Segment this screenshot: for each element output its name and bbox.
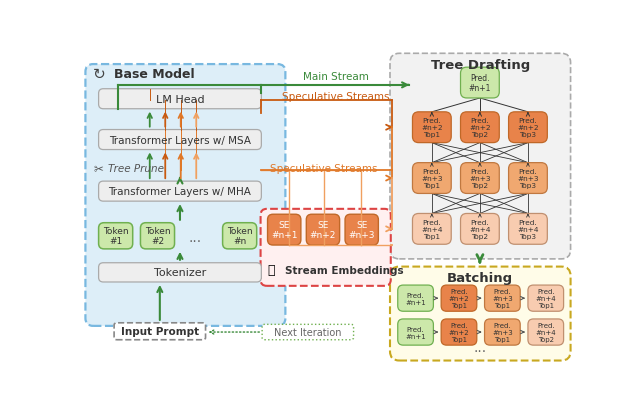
Text: ✂: ✂ bbox=[94, 162, 104, 175]
FancyBboxPatch shape bbox=[412, 163, 451, 194]
FancyBboxPatch shape bbox=[461, 68, 499, 99]
FancyBboxPatch shape bbox=[484, 285, 520, 311]
FancyBboxPatch shape bbox=[114, 323, 205, 340]
Text: Pred.
#n+3
Top2: Pred. #n+3 Top2 bbox=[469, 169, 491, 189]
Text: Pred.
#n+1: Pred. #n+1 bbox=[405, 292, 426, 305]
Text: Pred.
#n+4
Top3: Pred. #n+4 Top3 bbox=[517, 219, 539, 239]
Text: Tokenizer: Tokenizer bbox=[154, 268, 206, 278]
FancyBboxPatch shape bbox=[441, 319, 477, 345]
Text: SE
#n+1: SE #n+1 bbox=[271, 221, 298, 240]
Text: Pred.
#n+2
Top3: Pred. #n+2 Top3 bbox=[517, 118, 539, 138]
FancyBboxPatch shape bbox=[140, 223, 175, 249]
Text: Tree Prune: Tree Prune bbox=[108, 164, 164, 173]
FancyBboxPatch shape bbox=[260, 209, 391, 286]
Text: Pred.
#n+2
Top2: Pred. #n+2 Top2 bbox=[469, 118, 491, 138]
Text: Pred.
#n+4
Top2: Pred. #n+4 Top2 bbox=[469, 219, 491, 239]
FancyBboxPatch shape bbox=[509, 113, 547, 143]
FancyBboxPatch shape bbox=[461, 214, 499, 244]
Text: Batching: Batching bbox=[447, 271, 513, 284]
Text: Transformer Layers w/ MHA: Transformer Layers w/ MHA bbox=[109, 187, 252, 197]
Text: Pred.
#n+3
Top1: Pred. #n+3 Top1 bbox=[492, 322, 513, 342]
FancyBboxPatch shape bbox=[509, 163, 547, 194]
Text: Token
#2: Token #2 bbox=[145, 227, 170, 246]
FancyBboxPatch shape bbox=[345, 215, 378, 245]
Text: Speculative Streams: Speculative Streams bbox=[270, 164, 378, 173]
Text: Pred.
#n+2
Top1: Pred. #n+2 Top1 bbox=[421, 118, 443, 138]
Text: ...: ... bbox=[474, 341, 487, 355]
FancyBboxPatch shape bbox=[99, 182, 261, 202]
FancyBboxPatch shape bbox=[412, 214, 451, 244]
Text: Pred.
#n+4
Top1: Pred. #n+4 Top1 bbox=[536, 288, 556, 309]
FancyBboxPatch shape bbox=[509, 214, 547, 244]
Text: Base Model: Base Model bbox=[114, 68, 195, 81]
Text: Transformer Layers w/ MSA: Transformer Layers w/ MSA bbox=[109, 135, 251, 145]
FancyBboxPatch shape bbox=[390, 54, 571, 259]
FancyBboxPatch shape bbox=[484, 319, 520, 345]
FancyBboxPatch shape bbox=[528, 319, 564, 345]
FancyBboxPatch shape bbox=[223, 223, 257, 249]
FancyBboxPatch shape bbox=[262, 325, 353, 340]
FancyBboxPatch shape bbox=[397, 319, 433, 345]
Text: Pred.
#n+2
Top1: Pred. #n+2 Top1 bbox=[449, 322, 469, 342]
FancyBboxPatch shape bbox=[307, 215, 340, 245]
Text: 🔥: 🔥 bbox=[268, 263, 275, 276]
FancyBboxPatch shape bbox=[461, 113, 499, 143]
Text: Token
#1: Token #1 bbox=[103, 227, 129, 246]
Text: ↻: ↻ bbox=[92, 66, 105, 82]
Text: ...: ... bbox=[188, 230, 201, 244]
Text: Tree Drafting: Tree Drafting bbox=[431, 58, 530, 71]
Text: Pred.
#n+4
Top1: Pred. #n+4 Top1 bbox=[421, 219, 443, 239]
Text: SE
#n+3: SE #n+3 bbox=[348, 221, 375, 240]
Text: Speculative Streams: Speculative Streams bbox=[282, 92, 390, 102]
Text: Pred.
#n+1: Pred. #n+1 bbox=[468, 74, 491, 93]
Text: Token
#n: Token #n bbox=[227, 227, 252, 246]
Text: Pred.
#n+3
Top3: Pred. #n+3 Top3 bbox=[517, 169, 539, 189]
FancyBboxPatch shape bbox=[441, 285, 477, 311]
FancyBboxPatch shape bbox=[85, 65, 285, 326]
FancyBboxPatch shape bbox=[528, 285, 564, 311]
Text: Main Stream: Main Stream bbox=[303, 72, 369, 82]
FancyBboxPatch shape bbox=[99, 90, 261, 109]
Text: Next Iteration: Next Iteration bbox=[274, 327, 342, 337]
FancyBboxPatch shape bbox=[390, 267, 571, 361]
Text: Pred.
#n+3
Top1: Pred. #n+3 Top1 bbox=[492, 288, 513, 309]
Text: Input Prompt: Input Prompt bbox=[121, 327, 199, 337]
Text: Pred.
#n+4
Top2: Pred. #n+4 Top2 bbox=[536, 322, 556, 342]
Text: Pred.
#n+3
Top1: Pred. #n+3 Top1 bbox=[421, 169, 443, 189]
Text: Stream Embeddings: Stream Embeddings bbox=[285, 265, 404, 275]
FancyBboxPatch shape bbox=[461, 163, 499, 194]
Text: Pred.
#n+1: Pred. #n+1 bbox=[405, 326, 426, 339]
FancyBboxPatch shape bbox=[99, 223, 132, 249]
Text: LM Head: LM Head bbox=[156, 95, 204, 104]
Text: SE
#n+2: SE #n+2 bbox=[310, 221, 336, 240]
FancyBboxPatch shape bbox=[99, 263, 261, 282]
FancyBboxPatch shape bbox=[99, 130, 261, 150]
FancyBboxPatch shape bbox=[397, 285, 433, 311]
FancyBboxPatch shape bbox=[268, 215, 301, 245]
FancyBboxPatch shape bbox=[412, 113, 451, 143]
Text: Pred.
#n+2
Top1: Pred. #n+2 Top1 bbox=[449, 288, 469, 309]
